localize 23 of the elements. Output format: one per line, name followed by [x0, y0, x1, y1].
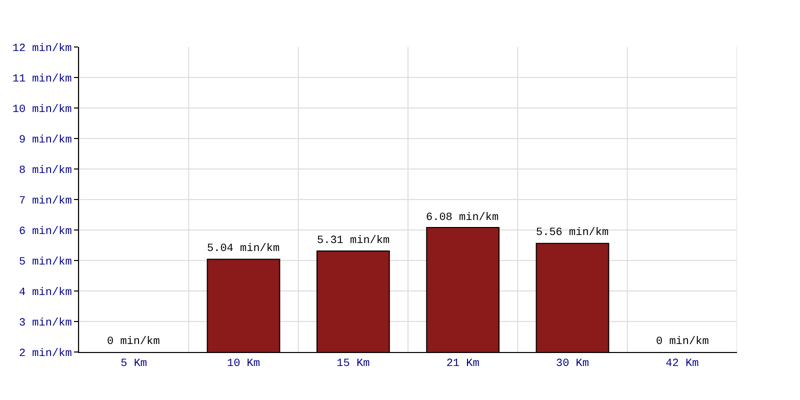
x-tick-label: 5 Km [120, 358, 148, 370]
data-label: 5.56 min/km [536, 227, 610, 239]
data-label: 5.04 min/km [207, 243, 280, 255]
y-tick-label: 3 min/km [18, 317, 72, 330]
x-tick-label: 21 Km [446, 358, 480, 370]
y-tick-label: 9 min/km [18, 134, 72, 146]
y-tick-label: 12 min/km [12, 42, 72, 55]
y-tick-label: 2 min/km [18, 348, 72, 360]
y-tick-label: 11 min/km [12, 73, 72, 86]
x-tick-label: 15 Km [336, 358, 370, 370]
x-tick-label: 30 Km [556, 358, 590, 370]
y-tick-label: 7 min/km [18, 195, 72, 208]
x-tick-label: 42 Km [666, 358, 700, 370]
x-tick-label: 10 Km [226, 358, 260, 370]
text: 0 min/km [107, 336, 160, 348]
y-tick-label: 10 min/km [12, 104, 72, 116]
y-tick-label: 6 min/km [18, 226, 72, 238]
data-label: 6.08 min/km [426, 212, 500, 224]
y-tick-label: 5 min/km [18, 256, 72, 268]
y-tick-label: 8 min/km [18, 164, 72, 177]
y-tick-label: 4 min/km [18, 286, 72, 299]
text: 0 min/km [656, 336, 709, 348]
data-label: 5.31 min/km [317, 235, 390, 247]
